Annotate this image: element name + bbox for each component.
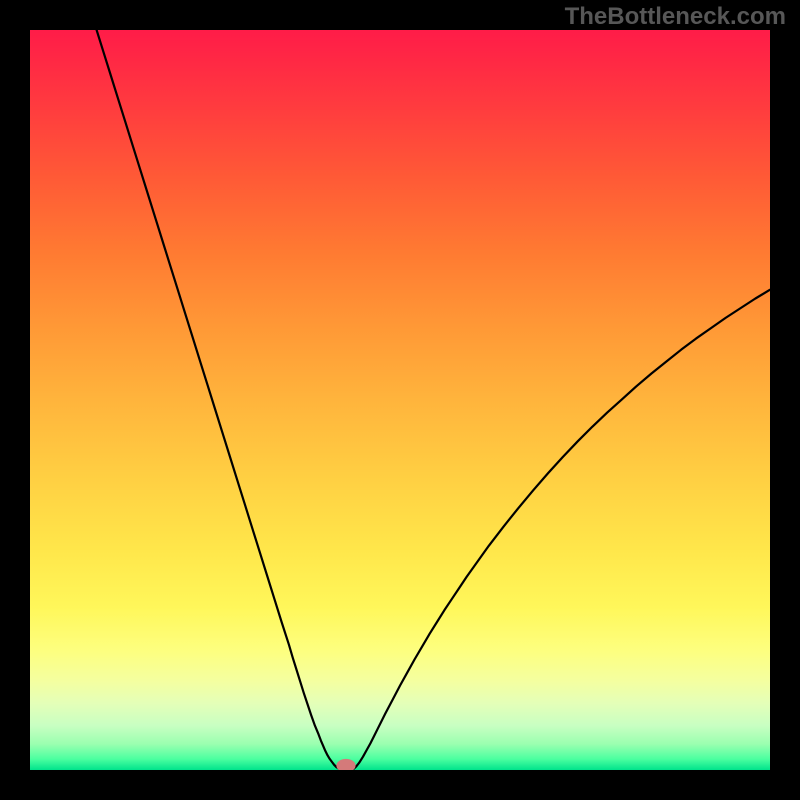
watermark-text: TheBottleneck.com [565,3,786,31]
plot-area [30,30,770,770]
chart-container: TheBottleneck.com [0,0,800,800]
gradient-background [30,30,770,770]
